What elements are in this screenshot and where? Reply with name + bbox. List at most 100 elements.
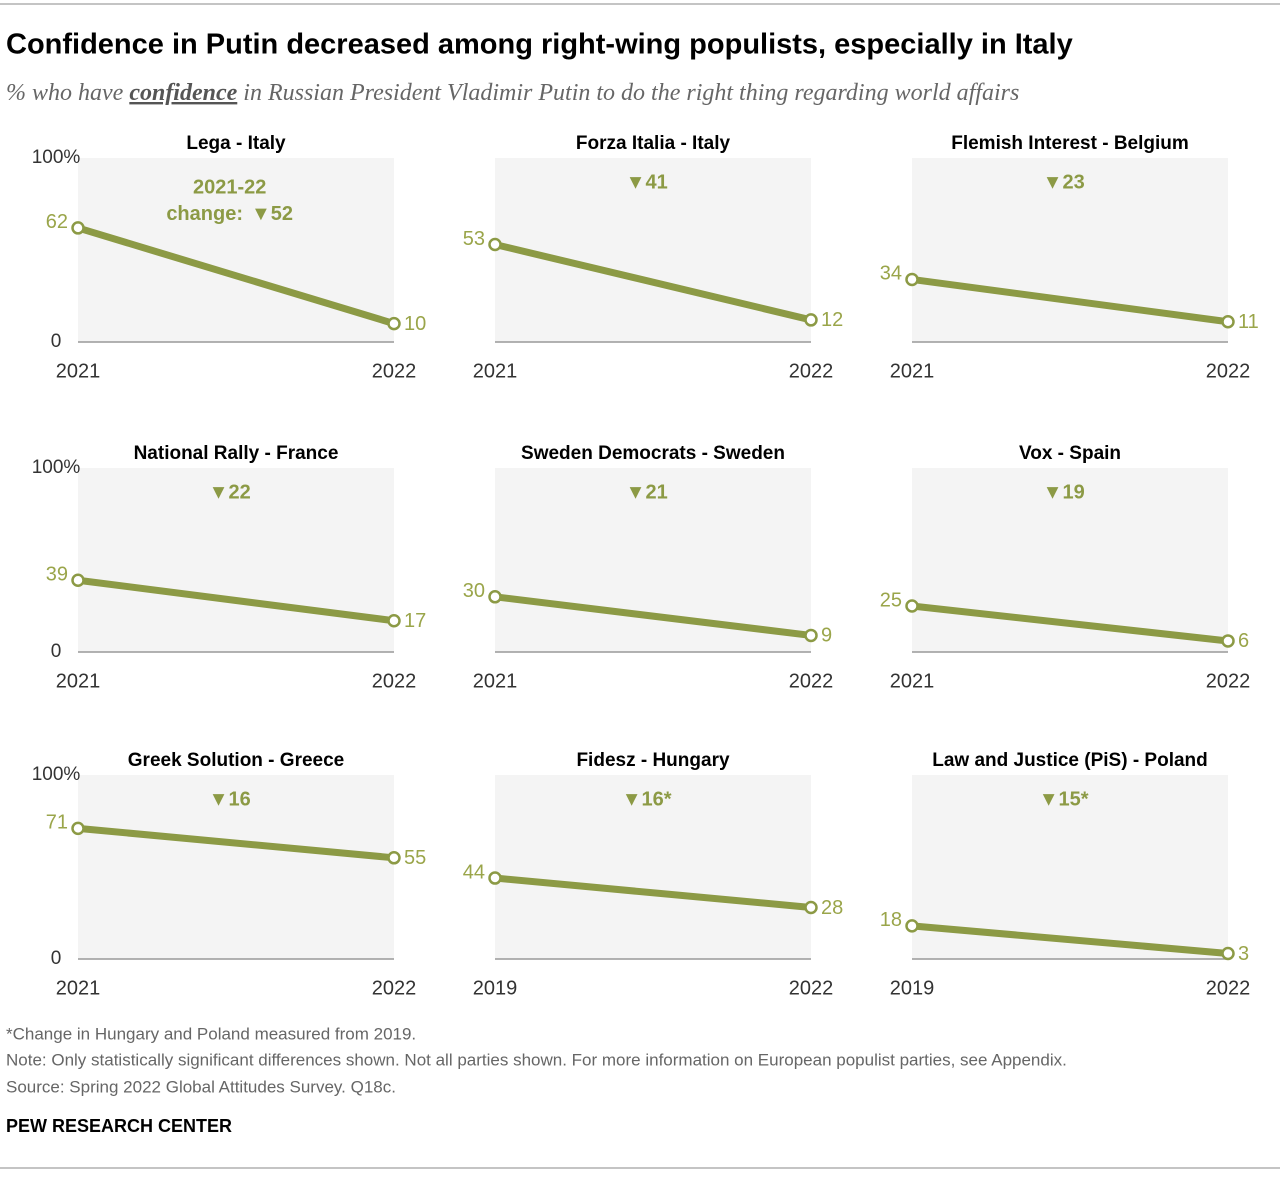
- annotation: ▼16: [209, 788, 251, 810]
- x-tick-label: 2022: [1206, 670, 1251, 692]
- annotation: ▼23: [1043, 171, 1085, 193]
- x-tick-label: 2022: [789, 670, 834, 692]
- y-tick-label: 100%: [32, 147, 81, 168]
- data-point: [1221, 946, 1235, 961]
- panel-background: [78, 158, 394, 342]
- y-tick-label: 0: [51, 331, 62, 352]
- data-point: [905, 272, 919, 287]
- x-tick-label: 2021: [56, 977, 101, 999]
- data-line: [911, 922, 1229, 957]
- value-label: 3: [1238, 943, 1249, 965]
- x-tick-label: 2019: [473, 977, 518, 999]
- annotation: ▼21: [626, 481, 668, 503]
- subtitle-emphasis: confidence: [129, 80, 237, 106]
- data-point: [387, 851, 401, 865]
- annotation: ▼22: [209, 481, 251, 503]
- data-point: [804, 628, 818, 643]
- data-point: [1221, 634, 1235, 648]
- value-label: 6: [1238, 630, 1249, 652]
- data-point: [905, 599, 919, 613]
- chart-title: Forza Italia - Italy: [576, 133, 731, 154]
- data-point: [71, 221, 85, 235]
- chart-title: Fidesz - Hungary: [576, 750, 730, 771]
- subtitle-text: in Russian President Vladimir Putin to d…: [237, 80, 1019, 106]
- x-tick-label: 2021: [890, 360, 935, 382]
- subtitle-text: % who have: [6, 80, 129, 106]
- annotation-prefix: change:: [166, 203, 243, 225]
- data-point: [1221, 315, 1235, 329]
- value-label: 10: [404, 313, 426, 335]
- x-tick-label: 2019: [890, 977, 935, 999]
- annotation-heading: 2021-22: [193, 176, 266, 198]
- y-tick-label: 100%: [32, 764, 81, 785]
- annotation-value: ▼52: [251, 203, 293, 225]
- value-label: 18: [880, 909, 902, 931]
- chart-title: Sweden Democrats - Sweden: [521, 443, 785, 464]
- data-line: [77, 824, 395, 862]
- data-line: [494, 593, 812, 639]
- x-tick-label: 2022: [372, 977, 417, 999]
- value-label: 11: [1238, 311, 1259, 333]
- x-tick-label: 2022: [789, 977, 834, 999]
- panel-background: [78, 468, 394, 652]
- x-tick-label: 2022: [372, 360, 417, 382]
- brand: PEW RESEARCH CENTER: [6, 1116, 232, 1136]
- x-tick-label: 2021: [473, 360, 518, 382]
- panel-background: [495, 468, 811, 652]
- value-label: 39: [46, 564, 68, 586]
- data-line: [494, 874, 812, 911]
- y-tick-label: 0: [51, 641, 62, 662]
- x-tick-label: 2021: [56, 360, 101, 382]
- value-label: 62: [46, 211, 68, 233]
- y-tick-label: 0: [51, 948, 62, 969]
- data-point: [387, 613, 401, 628]
- value-label: 30: [463, 580, 485, 602]
- data-line: [911, 275, 1229, 326]
- data-point: [488, 871, 502, 885]
- value-label: 71: [46, 812, 68, 834]
- annotation: ▼16*: [622, 788, 672, 810]
- value-label: 12: [821, 309, 843, 331]
- x-tick-label: 2022: [1206, 360, 1251, 382]
- data-line: [77, 576, 395, 625]
- chart-title: Greek Solution - Greece: [128, 750, 344, 771]
- value-label: 44: [463, 861, 485, 883]
- x-tick-label: 2021: [56, 670, 101, 692]
- data-point: [804, 900, 818, 915]
- panel-background: [78, 775, 394, 959]
- value-label: 9: [821, 625, 832, 647]
- data-point: [905, 919, 919, 933]
- x-tick-label: 2021: [890, 670, 935, 692]
- data-point: [71, 573, 85, 587]
- data-line: [76, 224, 396, 327]
- value-label: 25: [880, 589, 902, 611]
- footnote: *Change in Hungary and Poland measured f…: [6, 1024, 416, 1043]
- annotation: ▼41: [626, 171, 668, 193]
- value-label: 34: [880, 263, 902, 285]
- x-tick-label: 2022: [789, 360, 834, 382]
- subtitle: % who have confidence in Russian Preside…: [6, 80, 1019, 106]
- x-tick-label: 2021: [473, 670, 518, 692]
- data-point: [488, 237, 502, 252]
- value-label: 28: [821, 897, 843, 919]
- data-point: [804, 313, 818, 327]
- annotation: ▼19: [1043, 481, 1085, 503]
- annotation: ▼15*: [1039, 788, 1089, 810]
- y-tick-label: 100%: [32, 457, 81, 478]
- note: Note: Only statistically significant dif…: [6, 1050, 1067, 1069]
- x-tick-label: 2022: [372, 670, 417, 692]
- chart-title: Lega - Italy: [186, 133, 286, 154]
- data-line: [911, 602, 1229, 645]
- chart-title: Flemish Interest - Belgium: [951, 133, 1189, 154]
- chart-title: Law and Justice (PiS) - Poland: [932, 750, 1208, 771]
- value-label: 17: [404, 610, 426, 632]
- data-point: [488, 590, 502, 604]
- chart-title: Vox - Spain: [1019, 443, 1121, 464]
- page-title: Confidence in Putin decreased among righ…: [6, 29, 1073, 61]
- source: Source: Spring 2022 Global Attitudes Sur…: [6, 1077, 396, 1096]
- data-point: [387, 316, 401, 331]
- panel-background: [495, 775, 811, 959]
- data-point: [71, 821, 85, 836]
- panel-background: [495, 158, 811, 342]
